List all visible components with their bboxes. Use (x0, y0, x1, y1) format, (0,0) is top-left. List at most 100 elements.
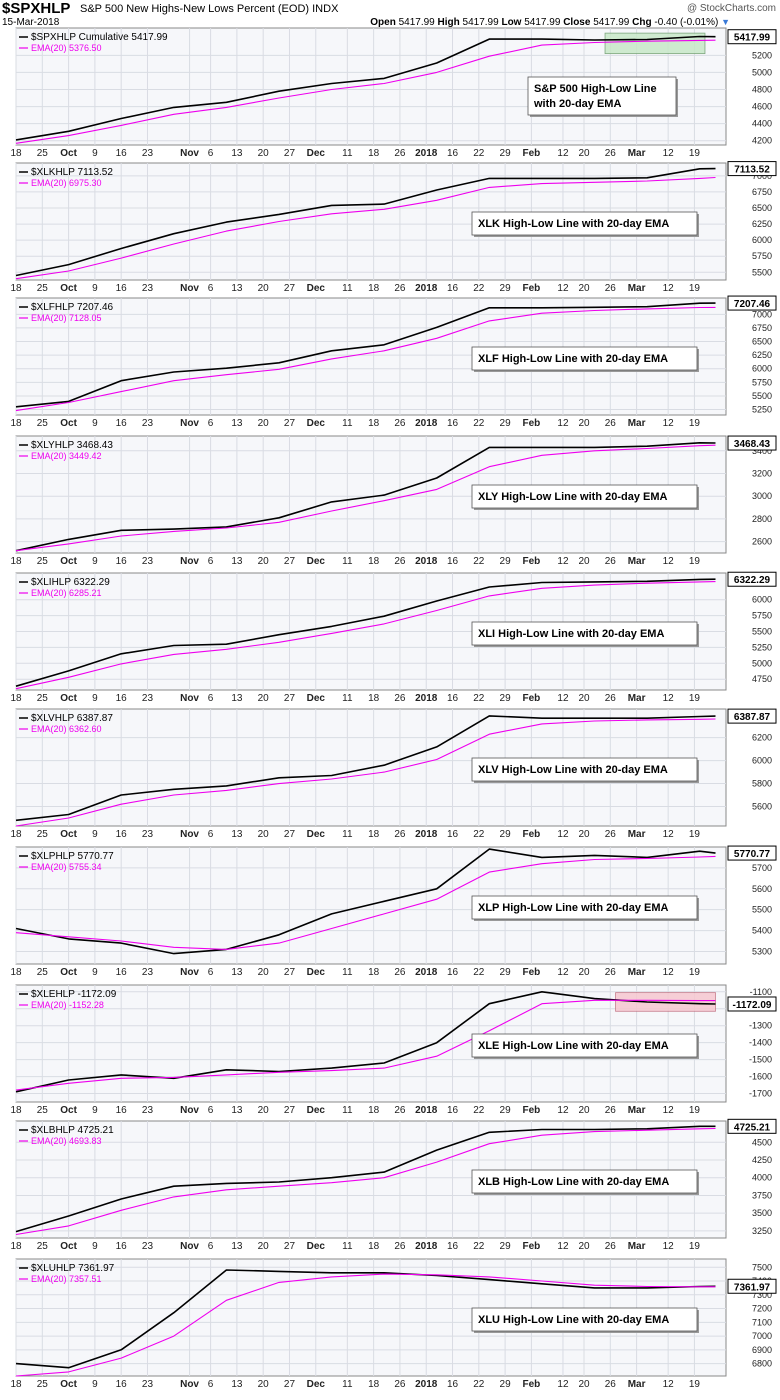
x-tick-label: 20 (258, 418, 270, 429)
x-tick-label: Mar (628, 283, 646, 294)
x-tick-label: 26 (605, 829, 617, 840)
last-value-label: 4725.21 (734, 1122, 771, 1133)
x-tick-label: 22 (473, 148, 485, 159)
x-tick-label: 26 (394, 1379, 406, 1390)
x-tick-label: 26 (394, 283, 406, 294)
y-tick-label: 5750 (752, 377, 772, 387)
x-tick-label: 20 (258, 283, 270, 294)
x-tick-label: 18 (10, 1105, 22, 1116)
y-tick-label: 3250 (752, 1226, 772, 1236)
x-tick-label: 20 (258, 693, 270, 704)
price-line (15, 35, 716, 141)
x-tick-label: 12 (557, 1379, 569, 1390)
last-value-label: 5417.99 (734, 33, 771, 44)
x-tick-label: Mar (628, 148, 646, 159)
x-tick-label: 6 (208, 148, 214, 159)
highlight-box (604, 32, 706, 55)
chart-panel-xle: -1700-1600-1500-1400-1300-1200-1100$XLEH… (10, 984, 777, 1116)
x-tick-label: 20 (258, 1241, 270, 1252)
x-tick-label: Feb (523, 1105, 541, 1116)
x-tick-label: 11 (342, 148, 353, 159)
x-tick-label: Dec (307, 148, 326, 159)
x-tick-label: 29 (500, 829, 512, 840)
last-value-box (727, 1278, 777, 1294)
x-tick-label: 25 (37, 829, 49, 840)
chg-value: -0.40 (-0.01%) (654, 17, 719, 28)
x-tick-label: Feb (523, 1241, 541, 1252)
x-tick-label: 26 (605, 693, 617, 704)
low-value: 5417.99 (524, 17, 561, 28)
y-tick-label: 6200 (752, 733, 772, 743)
x-tick-label: 2018 (415, 1379, 438, 1390)
x-tick-label: 18 (368, 556, 380, 567)
y-tick-label: 5250 (752, 642, 772, 652)
x-tick-label: 29 (500, 693, 512, 704)
x-tick-label: 19 (689, 556, 701, 567)
x-tick-label: 12 (663, 967, 675, 978)
x-tick-label: 27 (284, 829, 296, 840)
y-tick-label: 3750 (752, 1190, 772, 1200)
x-tick-label: 18 (10, 556, 22, 567)
x-tick-label: 11 (342, 1241, 353, 1252)
legend-label-ema: EMA(20) 5376.50 (31, 43, 102, 53)
x-tick-label: 12 (663, 148, 675, 159)
chevron-down-icon[interactable]: ▼ (721, 17, 730, 27)
x-tick-label: 18 (368, 148, 380, 159)
x-tick-label: 16 (447, 1105, 459, 1116)
x-tick-label: 9 (92, 148, 98, 159)
y-tick-label: 6250 (752, 350, 772, 360)
x-tick-label: 25 (37, 693, 49, 704)
legend-label-price: $XLFHLP 7207.46 (31, 302, 114, 313)
x-tick-label: 9 (92, 1105, 98, 1116)
y-tick-label: 5300 (752, 946, 772, 956)
x-tick-label: 22 (473, 967, 485, 978)
x-tick-label: 9 (92, 1241, 98, 1252)
x-tick-label: Dec (307, 1379, 326, 1390)
chart-panel-xlp: 5300 5400 5500 5600 5700 $XLPHLP 5770.77EMA(2… (10, 845, 777, 978)
x-tick-label: 9 (92, 283, 98, 294)
x-tick-label: 12 (557, 693, 569, 704)
ema-line (15, 1127, 716, 1236)
x-tick-label: 27 (284, 693, 296, 704)
x-tick-label: 6 (208, 1241, 214, 1252)
x-tick-label: 27 (284, 418, 296, 429)
x-tick-label: 6 (208, 556, 214, 567)
x-tick-label: 2018 (415, 1105, 438, 1116)
header-title-text: S&P 500 New Highs-New Lows Percent (EOD) (80, 3, 310, 15)
legend-label-ema: EMA(20) 7357.51 (31, 1274, 102, 1284)
annotation-box (471, 1033, 698, 1058)
high-label: High (437, 17, 460, 28)
x-tick-label: Feb (523, 556, 541, 567)
chart-panel-xlf: 5250 5500 5750 6000 6250 6500 6750 7000 $XLFHLP … (10, 295, 777, 429)
x-tick-label: 23 (142, 1105, 154, 1116)
x-tick-label: 9 (92, 1379, 98, 1390)
low-label: Low (501, 17, 522, 28)
y-tick-label: 4600 (752, 102, 772, 112)
annotation-box (471, 1307, 698, 1332)
y-tick-label: 6000 (752, 235, 772, 245)
y-tick-label: 3000 (752, 491, 772, 501)
last-value-box (727, 571, 777, 587)
y-tick-label: -1100 (750, 987, 772, 997)
x-tick-label: 19 (689, 967, 701, 978)
price-line (15, 1125, 716, 1233)
stockcharts-watermark: @ StockCharts.com (686, 3, 776, 14)
x-tick-label: Feb (523, 1379, 541, 1390)
x-tick-label: Mar (628, 693, 646, 704)
x-tick-label: 25 (37, 556, 49, 567)
chg-label: Chg (632, 17, 652, 28)
last-value-label: 5770.77 (734, 849, 771, 860)
plot-area (15, 1258, 727, 1377)
y-tick-label: 5500 (752, 267, 772, 277)
x-tick-label: 22 (473, 283, 485, 294)
legend-label-ema: EMA(20) 3449.42 (31, 451, 102, 461)
x-tick-label: 16 (116, 1379, 128, 1390)
x-tick-label: 11 (342, 1379, 353, 1390)
x-tick-label: 23 (142, 967, 154, 978)
x-tick-label: Feb (523, 967, 541, 978)
x-tick-label: 12 (663, 693, 675, 704)
legend-label-price: $XLPHLP 5770.77 (31, 851, 114, 862)
x-tick-label: Oct (60, 829, 77, 840)
x-tick-label: 23 (142, 829, 154, 840)
x-tick-label: 20 (578, 1105, 590, 1116)
